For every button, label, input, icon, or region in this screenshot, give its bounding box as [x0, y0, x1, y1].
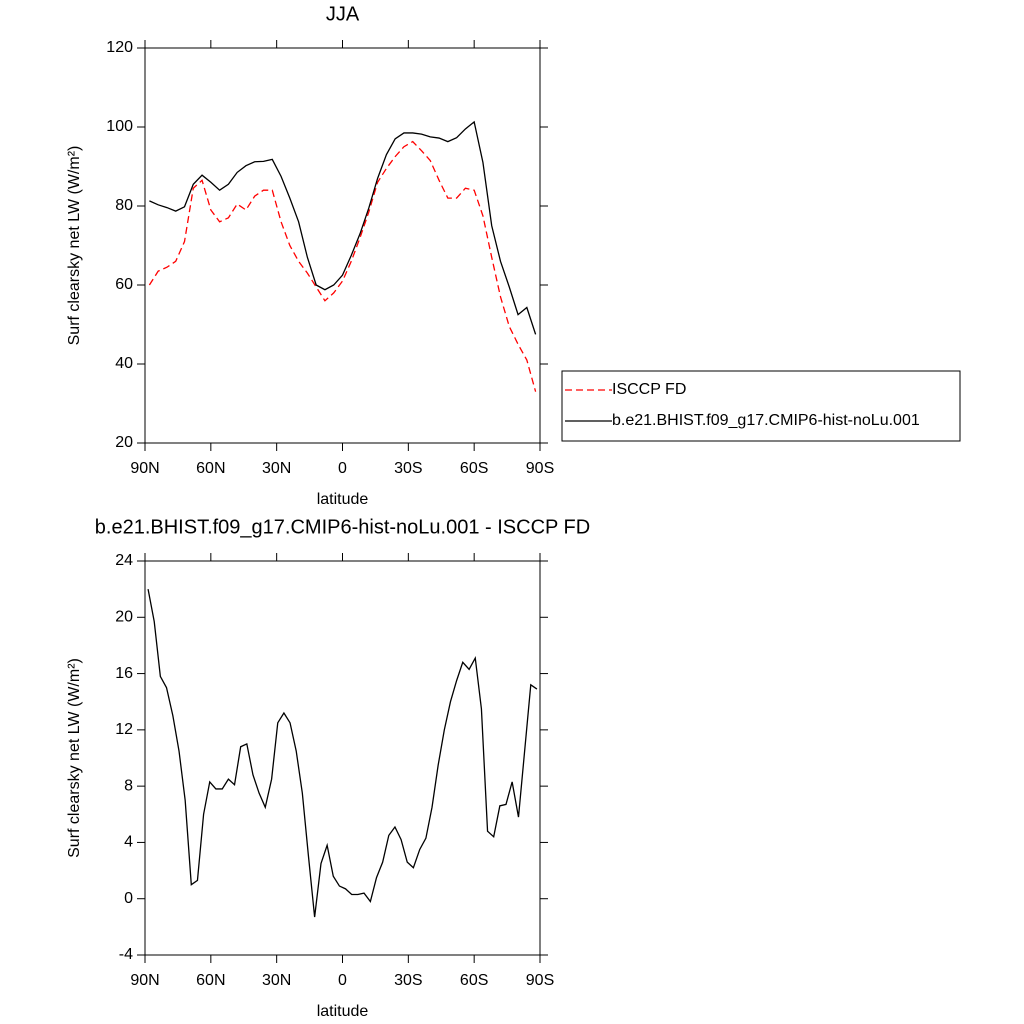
- y-tick-label: 8: [124, 777, 133, 794]
- x-tick-label: 90N: [130, 460, 159, 477]
- x-tick-label: 0: [338, 972, 347, 989]
- y-axis-label: Surf clearsky net LW (W/m²): [66, 658, 83, 858]
- x-tick-label: 90S: [526, 460, 554, 477]
- x-tick-label: 90S: [526, 972, 554, 989]
- y-tick-label: 4: [124, 834, 133, 851]
- x-axis-label: latitude: [317, 1003, 369, 1020]
- y-tick-label: 20: [115, 609, 133, 626]
- y-tick-label: 120: [106, 39, 133, 56]
- data-line: [149, 120, 537, 335]
- y-tick-label: 20: [115, 434, 133, 451]
- x-tick-label: 90N: [130, 972, 159, 989]
- plot-frame: [144, 47, 541, 444]
- x-tick-label: 30N: [262, 972, 291, 989]
- x-tick-label: 60N: [196, 460, 225, 477]
- y-axis-label: Surf clearsky net LW (W/m²): [66, 146, 83, 346]
- legend-label: b.e21.BHIST.f09_g17.CMIP6-hist-noLu.001: [612, 412, 920, 429]
- chart-title: JJA: [326, 3, 360, 25]
- x-tick-label: 30S: [394, 460, 422, 477]
- x-tick-label: 60S: [460, 460, 488, 477]
- chart-title: b.e21.BHIST.f09_g17.CMIP6-hist-noLu.001 …: [95, 516, 590, 538]
- x-tick-label: 0: [338, 460, 347, 477]
- x-tick-label: 30S: [394, 972, 422, 989]
- x-tick-label: 30N: [262, 460, 291, 477]
- x-axis-label: latitude: [317, 491, 369, 508]
- y-tick-label: 40: [115, 355, 133, 372]
- x-tick-label: 60N: [196, 972, 225, 989]
- y-tick-label: 16: [115, 665, 133, 682]
- y-tick-label: 24: [115, 552, 133, 569]
- y-tick-label: 80: [115, 197, 133, 214]
- legend-box: [561, 370, 961, 442]
- y-tick-label: 60: [115, 276, 133, 293]
- data-line: [147, 589, 538, 918]
- legend-label: ISCCP FD: [612, 381, 686, 398]
- y-tick-label: 12: [115, 721, 133, 738]
- data-line: [148, 140, 537, 392]
- y-tick-label: -4: [119, 946, 133, 963]
- y-tick-label: 100: [106, 118, 133, 135]
- plot-frame: [144, 560, 541, 956]
- x-tick-label: 60S: [460, 972, 488, 989]
- y-tick-label: 0: [124, 890, 133, 907]
